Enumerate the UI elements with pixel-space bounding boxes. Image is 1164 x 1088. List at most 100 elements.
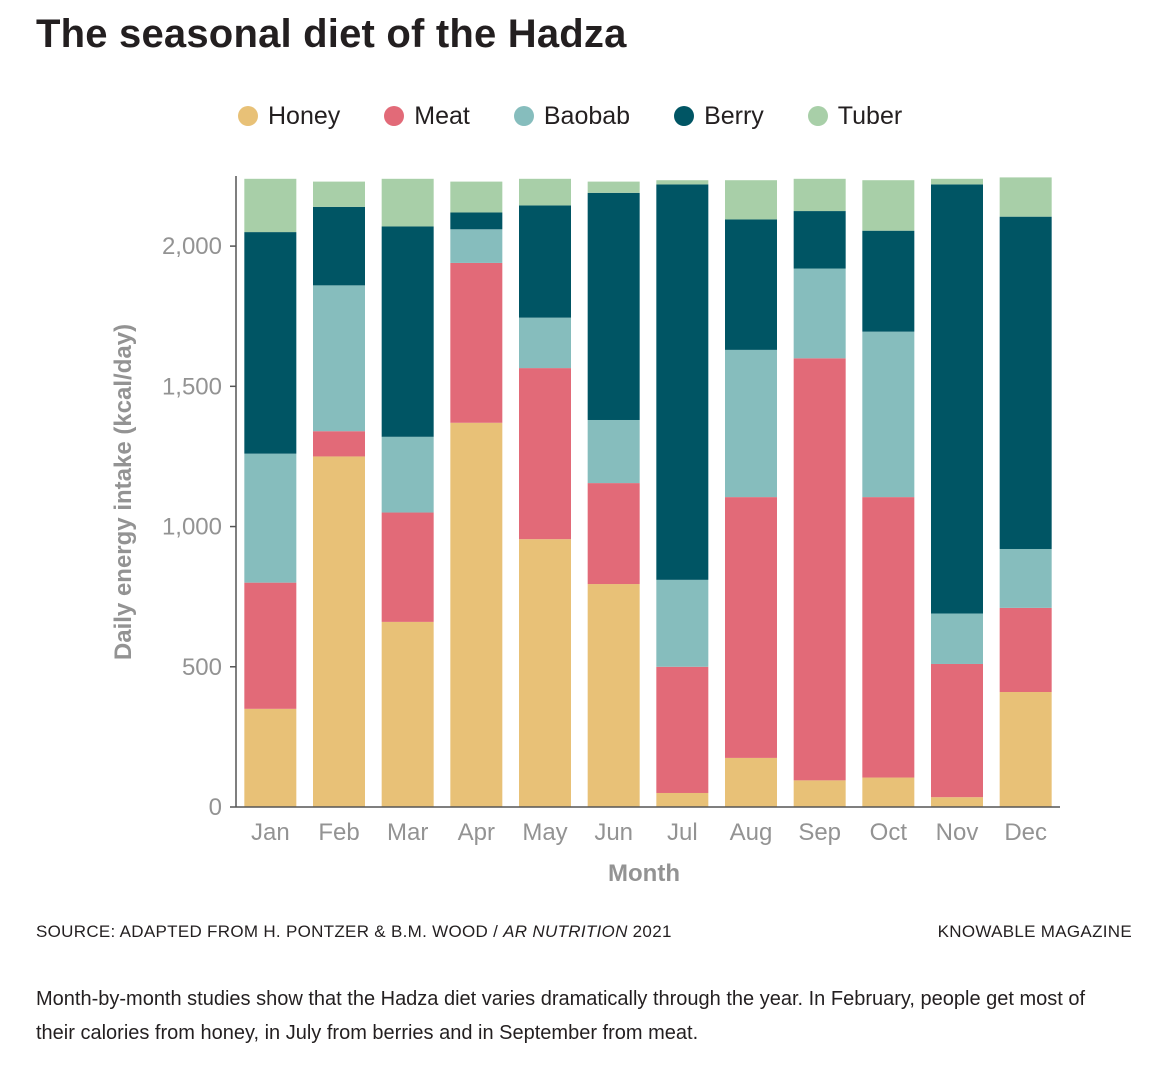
bar-meat-sep [793, 358, 846, 781]
x-tick-label: Aug [730, 819, 773, 846]
legend-label-berry: Berry [704, 101, 764, 130]
bar-baobab-mar [381, 436, 434, 513]
x-axis-label: Month [608, 860, 680, 887]
bar-tuber-jan [244, 178, 297, 233]
bar-honey-aug [725, 757, 777, 807]
source-prefix: SOURCE: ADAPTED FROM H. PONTZER & B.M. W… [36, 922, 504, 941]
x-tick-label: Oct [870, 819, 908, 846]
legend-label-baobab: Baobab [543, 101, 631, 130]
bar-honey-jun [587, 584, 640, 807]
x-tick-label: Feb [318, 819, 359, 846]
bar-meat-jan [244, 582, 297, 709]
bar-baobab-nov [931, 613, 983, 664]
bar-baobab-jan [244, 453, 297, 583]
bar-tuber-feb [313, 181, 365, 207]
bar-tuber-jun [587, 181, 640, 193]
legend-swatch-meat [384, 106, 405, 126]
bar-baobab-sep [793, 268, 846, 359]
y-tick-label: 500 [182, 654, 222, 681]
x-axis: Jan Feb Mar Apr May Jun Jul Aug Sep Oct Nov Dec [236, 806, 1060, 846]
x-tick-label: Jan [251, 819, 290, 846]
x-tick-label: Jul [667, 819, 698, 846]
bar-honey-dec [999, 692, 1052, 807]
y-axis-label: Daily energy intake (kcal/day) [110, 324, 137, 660]
x-tick-label: Apr [458, 819, 495, 846]
bar-tuber-sep [793, 178, 846, 212]
source-journal: AR NUTRITION [503, 922, 628, 941]
x-tick-label: Dec [1004, 819, 1047, 846]
bar-tuber-mar [381, 178, 434, 227]
bar-meat-dec [999, 607, 1052, 693]
bar-meat-oct [862, 497, 915, 778]
y-tick-label: 1,500 [162, 373, 222, 400]
source-suffix: 2021 [627, 922, 672, 941]
bar-berry-jun [587, 192, 640, 420]
bar-meat-jun [587, 483, 640, 585]
legend-item-tuber: Tuber [807, 101, 903, 131]
bar-berry-may [519, 205, 571, 318]
bar-honey-jan [244, 708, 297, 807]
bar-honey-sep [793, 780, 846, 807]
bar-honey-jul [656, 792, 709, 807]
bar-berry-oct [862, 230, 915, 332]
bar-tuber-apr [450, 181, 503, 213]
bar-berry-jan [244, 232, 297, 454]
bar-berry-mar [381, 226, 434, 437]
bar-berry-nov [931, 184, 983, 614]
legend-swatch-tuber [807, 106, 828, 126]
bar-honey-mar [381, 621, 434, 807]
bar-tuber-dec [999, 177, 1052, 217]
bar-baobab-jul [656, 579, 709, 667]
legend-item-honey: Honey [238, 102, 340, 131]
legend-label-meat: Meat [414, 101, 470, 130]
x-tick-label: Nov [936, 819, 979, 846]
chart-title: The seasonal diet of the Hadza [36, 12, 627, 56]
bar-berry-sep [793, 211, 846, 269]
bar-baobab-may [519, 317, 571, 369]
bar-meat-jul [656, 666, 709, 793]
y-axis: 0 500 1,000 1,500 2,000 [162, 176, 237, 821]
bar-tuber-nov [931, 178, 983, 185]
bar-honey-may [519, 539, 571, 807]
y-tick-label: 2,000 [162, 233, 222, 260]
bar-berry-feb [313, 206, 365, 286]
y-tick-label: 1,000 [162, 514, 222, 541]
bar-berry-apr [450, 212, 503, 230]
x-tick-label: Mar [387, 819, 428, 846]
bar-group [244, 177, 1052, 807]
bar-meat-apr [450, 262, 503, 423]
bar-honey-apr [450, 422, 503, 807]
legend-label-tuber: Tuber [837, 101, 903, 130]
bar-honey-oct [862, 777, 915, 807]
x-tick-label: Jun [594, 819, 633, 846]
bar-honey-nov [931, 797, 983, 807]
bar-tuber-aug [725, 180, 777, 220]
bar-berry-aug [725, 219, 777, 350]
caption: Month-by-month studies show that the Had… [36, 988, 1086, 1044]
bar-tuber-oct [862, 180, 915, 231]
bar-meat-may [519, 368, 571, 540]
legend-item-meat: Meat [384, 102, 470, 131]
bar-baobab-feb [313, 285, 365, 432]
stacked-bar-chart: 0 500 1,000 1,500 2,000 Jan Feb Mar Apr May Jun Ju… [110, 176, 1060, 887]
legend-label-honey: Honey [268, 101, 341, 130]
bar-meat-nov [931, 663, 983, 798]
bar-berry-dec [999, 216, 1052, 549]
bar-baobab-jun [587, 419, 640, 484]
legend-swatch-honey [238, 106, 258, 126]
bar-baobab-dec [999, 548, 1052, 608]
bar-baobab-aug [725, 349, 777, 498]
bar-meat-mar [381, 512, 434, 622]
bar-tuber-jul [656, 180, 709, 185]
source-credit: SOURCE: ADAPTED FROM H. PONTZER & B.M. W… [36, 922, 672, 942]
y-tick-label: 0 [209, 794, 222, 821]
legend-swatch-baobab [513, 106, 534, 126]
bar-baobab-oct [862, 331, 915, 498]
x-tick-label: May [522, 819, 567, 846]
legend: Honey Meat Baobab Berry Tuber [238, 96, 946, 136]
bar-tuber-may [519, 178, 571, 206]
bar-meat-aug [725, 497, 777, 758]
bar-berry-jul [656, 184, 709, 580]
legend-swatch-berry [674, 106, 695, 126]
bar-meat-feb [313, 431, 365, 457]
